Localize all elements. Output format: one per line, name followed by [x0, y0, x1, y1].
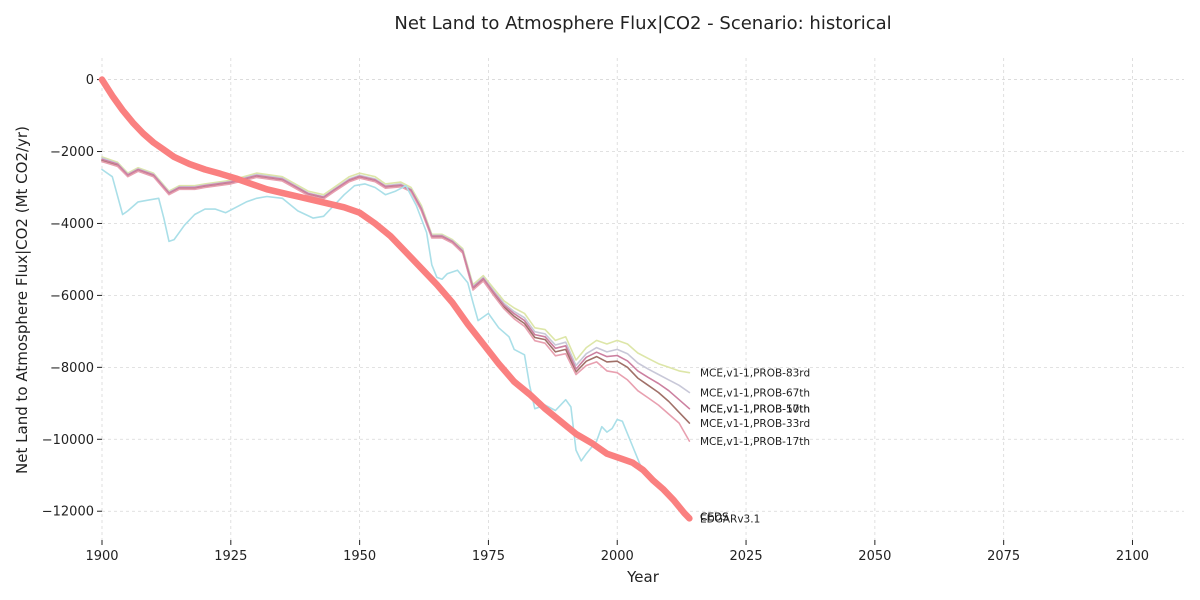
- series-label: MCE,v1-1,PROB-17th: [700, 404, 810, 416]
- series-line-mce-v1-1-prob-83rd: [101, 156, 691, 374]
- x-tick-label: 1950: [343, 549, 376, 564]
- series-line-edgar: [98, 76, 693, 522]
- y-tick-label: 0: [86, 73, 94, 88]
- y-tick-label: −12000: [42, 505, 94, 520]
- series-line-mce-v1-1-prob-17th: [101, 158, 691, 410]
- series-label: MCE,v1-1,PROB-17th: [700, 436, 810, 448]
- y-tick-label: −6000: [50, 289, 94, 304]
- x-tick-label: 1975: [472, 549, 505, 564]
- x-tick-label: 1925: [214, 549, 247, 564]
- y-tick-label: −4000: [50, 217, 94, 232]
- series-line-mce-v1-1-prob-50th: [101, 159, 691, 424]
- series-line-mce-v1-1-prob-67th: [101, 157, 691, 394]
- series-line-ceds: [101, 168, 691, 518]
- series-label: MCE,v1-1,PROB-83rd: [700, 368, 810, 380]
- x-axis: 1900 1925 1950 1975 2000 2025 2050 2075 2100: [85, 540, 1149, 564]
- x-tick-label: 2050: [858, 549, 891, 564]
- series-label: MCE,v1-1,PROB-50th: [700, 404, 810, 416]
- y-tick-label: −8000: [50, 361, 94, 376]
- series-label: EDGARv3.1: [700, 513, 760, 525]
- series-label: MCE,v1-1,PROB-33rd: [700, 418, 810, 430]
- series-line-mce-v1-1-prob-33rd: [101, 160, 691, 442]
- x-tick-label: 2000: [601, 549, 634, 564]
- x-tick-label: 2100: [1116, 549, 1149, 564]
- series-label: CEDS: [700, 512, 729, 524]
- x-axis-label: Year: [626, 568, 660, 586]
- y-tick-label: −10000: [42, 433, 94, 448]
- y-tick-label: −2000: [50, 145, 94, 160]
- series-lines: [98, 76, 693, 522]
- series-label: MCE,v1-1,PROB-67th: [700, 388, 810, 400]
- x-tick-label: 2025: [730, 549, 763, 564]
- x-tick-label: 1900: [85, 549, 118, 564]
- series-label: CEDS: [700, 512, 729, 524]
- series-labels: MCE,v1-1,PROB-83rd MCE,v1-1,PROB-67th MCE,…: [700, 368, 810, 526]
- y-axis-label: Net Land to Atmosphere Flux|CO2 (Mt CO2/…: [13, 126, 31, 474]
- chart-title: Net Land to Atmosphere Flux|CO2 - Scenar…: [394, 13, 891, 34]
- x-tick-label: 2075: [987, 549, 1020, 564]
- grid: [101, 58, 1184, 540]
- y-axis: 0 −2000 −4000 −6000 −8000 −10000 −12000: [42, 73, 102, 520]
